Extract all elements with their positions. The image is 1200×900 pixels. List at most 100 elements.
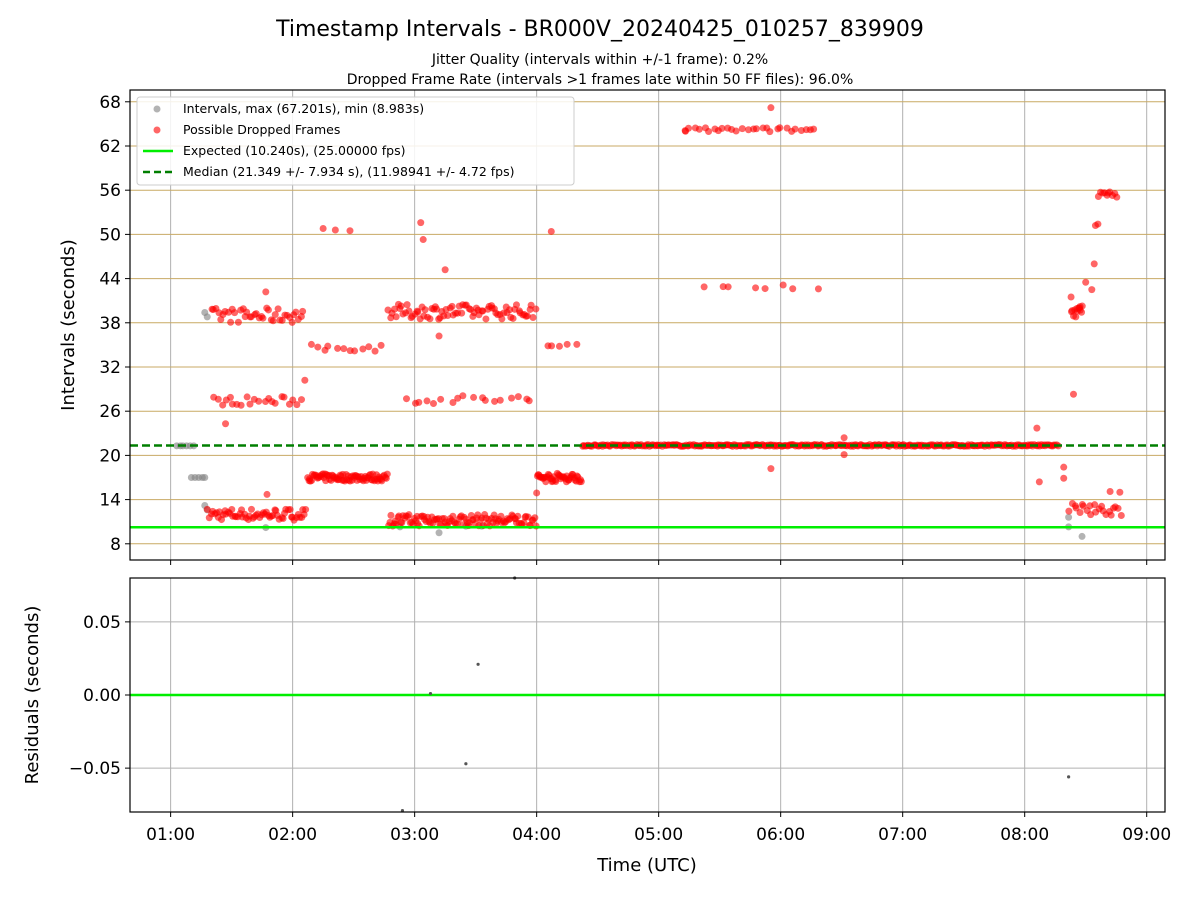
dropped-frame-point: [732, 127, 740, 135]
residual-point: [428, 691, 433, 696]
x-tick-label: 08:00: [1000, 825, 1049, 845]
dropped-frame-point: [246, 400, 254, 408]
dropped-frame-point: [1094, 220, 1102, 228]
dropped-frame-point: [269, 317, 277, 325]
dropped-frame-point: [331, 226, 339, 234]
dropped-frame-point: [547, 227, 555, 235]
dropped-frame-point: [319, 224, 327, 232]
dropped-frame-point: [289, 396, 297, 404]
dropped-frame-point: [1060, 474, 1068, 482]
dropped-frame-point: [491, 397, 499, 405]
dropped-frame-point: [776, 124, 784, 132]
top-y-tick-label: 62: [99, 137, 121, 157]
dropped-frame-point: [779, 281, 787, 289]
dropped-frame-point: [421, 306, 429, 314]
chart-legend: Intervals, max (67.201s), min (8.983s) P…: [136, 96, 575, 186]
dropped-frame-point: [371, 347, 379, 355]
dropped-frame-point: [458, 309, 466, 317]
dropped-frame-point: [286, 506, 294, 514]
dropped-frame-point: [203, 505, 211, 513]
dropped-frame-point: [441, 266, 449, 274]
dropped-frame-point: [397, 302, 405, 310]
dropped-frame-point: [1065, 507, 1073, 515]
dropped-frame-point: [292, 308, 300, 316]
dropped-frame-point: [1033, 424, 1041, 432]
dropped-frame-point: [791, 125, 799, 133]
legend-dropped-label: Possible Dropped Frames: [183, 122, 340, 137]
bottom-y-axis-label: Residuals (seconds): [22, 606, 43, 785]
dropped-frame-point: [377, 341, 385, 349]
dropped-frame-point: [243, 308, 251, 316]
dropped-frame-point: [271, 399, 279, 407]
top-y-axis-label: Intervals (seconds): [58, 239, 79, 411]
dropped-frame-point: [1035, 478, 1043, 486]
dropped-frame-point: [498, 315, 506, 323]
dropped-frame-point: [280, 393, 288, 401]
interval-point: [201, 473, 209, 481]
dropped-frame-point: [840, 451, 848, 459]
dropped-frame-point: [527, 301, 535, 309]
dropped-frame-point: [405, 307, 413, 315]
dropped-frame-point: [449, 512, 457, 520]
bottom-y-tick-label: 0.05: [83, 613, 121, 633]
dropped-frame-point: [264, 306, 272, 314]
dropped-frame-point: [437, 395, 445, 403]
x-tick-label: 04:00: [512, 825, 561, 845]
dropped-frame-point: [509, 314, 517, 322]
dropped-frame-point: [520, 518, 528, 526]
dropped-frame-point: [724, 283, 732, 291]
dropped-frame-point: [496, 396, 504, 404]
dropped-frame-point: [533, 489, 541, 497]
top-y-tick-label: 14: [99, 491, 121, 511]
top-y-tick-label: 20: [99, 446, 121, 466]
bottom-plot-ticks: 0.05 0.00 −0.05 01:00 02:00 03:00 04:00 05:00 06…: [69, 613, 1171, 845]
dropped-frame-point: [387, 511, 395, 519]
dropped-frame-point: [767, 465, 775, 473]
dropped-frame-point: [1060, 463, 1068, 471]
dropped-frame-point: [417, 219, 425, 227]
dropped-frame-point: [222, 420, 230, 428]
dropped-frame-point: [514, 393, 522, 401]
top-y-tick-label: 56: [99, 181, 121, 201]
dropped-frame-point: [459, 392, 467, 400]
dropped-frame-point: [814, 285, 822, 293]
top-y-tick-label: 50: [99, 225, 121, 245]
bottom-plot-marks: [130, 576, 1165, 813]
dropped-frame-point: [351, 347, 359, 355]
x-tick-label: 03:00: [390, 825, 439, 845]
dropped-frame-point: [219, 401, 227, 409]
dropped-frame-point: [415, 398, 423, 406]
dropped-frame-point: [262, 288, 270, 296]
top-y-tick-label: 38: [99, 314, 121, 334]
dropped-frame-point: [508, 394, 516, 402]
top-plot-grid: [130, 90, 1165, 560]
dropped-frame-point: [700, 283, 708, 291]
dropped-frame-point: [433, 305, 441, 313]
dropped-frame-point: [247, 505, 255, 513]
interval-point: [203, 313, 211, 321]
dropped-frame-point: [243, 393, 251, 401]
dropped-frame-point: [1088, 286, 1096, 294]
dropped-frame-point: [529, 314, 537, 322]
chart-subtitle-jitter: Jitter Quality (intervals within +/-1 fr…: [431, 52, 768, 68]
top-y-tick-label: 32: [99, 358, 121, 378]
dropped-frame-point: [214, 395, 222, 403]
dropped-frame-point: [402, 395, 410, 403]
dropped-frame-point: [682, 127, 690, 135]
top-plot-frame: [129, 89, 1166, 561]
dropped-frame-point: [365, 343, 373, 351]
dropped-frame-point: [435, 332, 443, 340]
dropped-frame-point: [512, 301, 520, 309]
dropped-frame-point: [274, 305, 282, 313]
dropped-frame-point: [470, 393, 478, 401]
legend-expected-label: Expected (10.240s), (25.00000 fps): [183, 143, 405, 158]
dropped-frame-point: [259, 314, 267, 322]
x-tick-label: 07:00: [878, 825, 927, 845]
dropped-frame-point: [1106, 487, 1114, 495]
bottom-y-tick-label: 0.00: [83, 686, 121, 706]
dropped-frame-point: [1082, 278, 1090, 286]
dropped-frame-point: [383, 470, 391, 478]
x-tick-label: 09:00: [1122, 825, 1171, 845]
dropped-frame-point: [532, 305, 540, 313]
